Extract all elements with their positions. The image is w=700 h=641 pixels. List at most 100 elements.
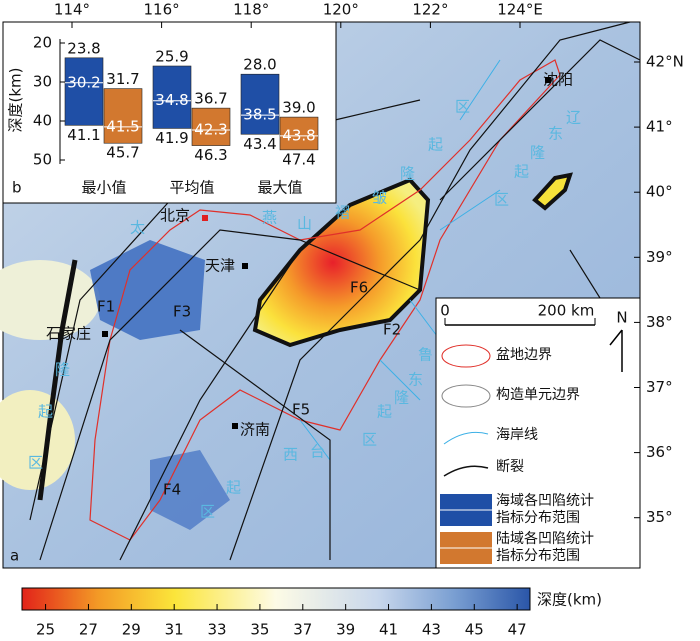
lat-tick-label: 39° [646, 248, 673, 266]
bar [64, 57, 104, 126]
region-label: 褶 [335, 204, 350, 222]
region-label: 隆 [55, 361, 70, 379]
lat-tick-label: 38° [646, 313, 673, 331]
region-label: 区 [494, 191, 509, 209]
min-label: 39.0 [282, 99, 315, 117]
colorbar-tick-label: 45 [465, 621, 484, 639]
region-label: 隆 [394, 389, 409, 407]
min-label: 31.7 [106, 70, 139, 88]
lon-tick-label: 120° [323, 1, 359, 19]
region-label: 区 [28, 454, 43, 472]
colorbar-tick-label: 35 [250, 621, 269, 639]
min-label: 36.7 [194, 90, 227, 108]
mean-label: 41.5 [106, 117, 139, 135]
coastline [299, 59, 501, 461]
legend-label: 构造单元边界 [496, 387, 580, 403]
scale-label: 200 km [538, 302, 595, 320]
lat-tick-label: 41° [646, 118, 673, 136]
colorbar-tick-label: 43 [422, 621, 441, 639]
colorbar-tick-label: 41 [379, 621, 398, 639]
region-label: 隆 [400, 165, 415, 183]
min-label: 28.0 [243, 56, 276, 74]
mean-label: 38.5 [243, 106, 276, 124]
min-label: 25.9 [155, 48, 188, 66]
lat-tick-label: 42°N [646, 53, 684, 71]
region-label: 起 [377, 403, 392, 421]
city-label: 天津 [205, 257, 235, 275]
region-label: 区 [455, 98, 470, 116]
city-label: 沈阳 [543, 71, 573, 89]
legend-symbol [443, 465, 489, 477]
depression [150, 450, 230, 530]
legend-label: 断裂 [496, 459, 524, 475]
y-tick-label: 50 [33, 151, 52, 169]
colorbar-tick-label: 25 [36, 621, 55, 639]
region-label: 区 [362, 431, 377, 449]
city-marker [242, 263, 248, 269]
north-arrow [609, 329, 623, 372]
bar [240, 73, 280, 135]
city-label: 石家庄 [46, 325, 91, 343]
colorbar-title: 深度(km) [537, 591, 602, 609]
lon-tick-label: 114° [54, 1, 90, 19]
region-label: 台 [310, 443, 325, 461]
region-label: 皱 [372, 189, 387, 207]
bar [191, 107, 231, 146]
region-label: 东 [408, 371, 423, 389]
high [532, 172, 573, 211]
fault-label: F4 [163, 481, 181, 499]
panel-label: a [10, 547, 19, 565]
region-label: 鲁 [418, 346, 433, 364]
mean-label: 42.3 [194, 120, 227, 138]
fault-label: F2 [383, 321, 401, 339]
mean-label: 34.8 [155, 91, 188, 109]
city-marker [545, 77, 551, 83]
lon-tick-label: 118° [233, 1, 269, 19]
mean-label: 30.2 [67, 73, 100, 91]
colorbar-tick-label: 31 [165, 621, 184, 639]
colorbar-tick-label: 39 [336, 621, 355, 639]
city-marker [102, 331, 108, 337]
fault-label: F6 [350, 279, 368, 297]
mean-label: 43.8 [282, 126, 315, 144]
max-label: 47.4 [282, 150, 315, 168]
colorbar-tick-label: 47 [508, 621, 527, 639]
max-label: 41.9 [155, 129, 188, 147]
max-label: 46.3 [194, 146, 227, 164]
legend-symbol [441, 344, 491, 368]
bar [152, 65, 192, 129]
region-label: 区 [200, 503, 215, 521]
bar [279, 116, 319, 151]
fault-label: F3 [173, 303, 191, 321]
bar [103, 88, 143, 144]
legend-label: 海岸线 [496, 427, 538, 443]
max-label: 43.4 [243, 135, 276, 153]
colorbar-tick-label: 37 [293, 621, 312, 639]
region-label: 起 [428, 136, 443, 154]
legend-label: 海域各凹陷统计指标分布范围 [496, 493, 594, 526]
city-marker [232, 423, 238, 429]
boundary [37, 259, 78, 501]
colorbar-tick-label: 29 [122, 621, 141, 639]
y-tick-label: 30 [33, 73, 52, 91]
region-label: 起 [226, 479, 241, 497]
colorbar-tick-label: 33 [208, 621, 227, 639]
x-tick-label: 最小值 [81, 179, 126, 197]
city-label: 北京 [160, 207, 190, 225]
min-label: 23.8 [67, 39, 100, 57]
region-label: 太 [130, 219, 145, 237]
lat-tick-label: 40° [646, 183, 673, 201]
legend-symbol [441, 384, 491, 408]
colorbar-tick-label: 27 [79, 621, 98, 639]
city-marker [202, 215, 208, 221]
lon-tick-label: 116° [144, 1, 180, 19]
region-label: 起 [38, 403, 53, 421]
x-tick-label: 平均值 [169, 179, 214, 197]
lat-tick-label: 35° [646, 508, 673, 526]
lat-tick-label: 36° [646, 443, 673, 461]
legend-label: 陆域各凹陷统计指标分布范围 [496, 531, 594, 564]
x-tick-label: 最大值 [257, 179, 302, 197]
